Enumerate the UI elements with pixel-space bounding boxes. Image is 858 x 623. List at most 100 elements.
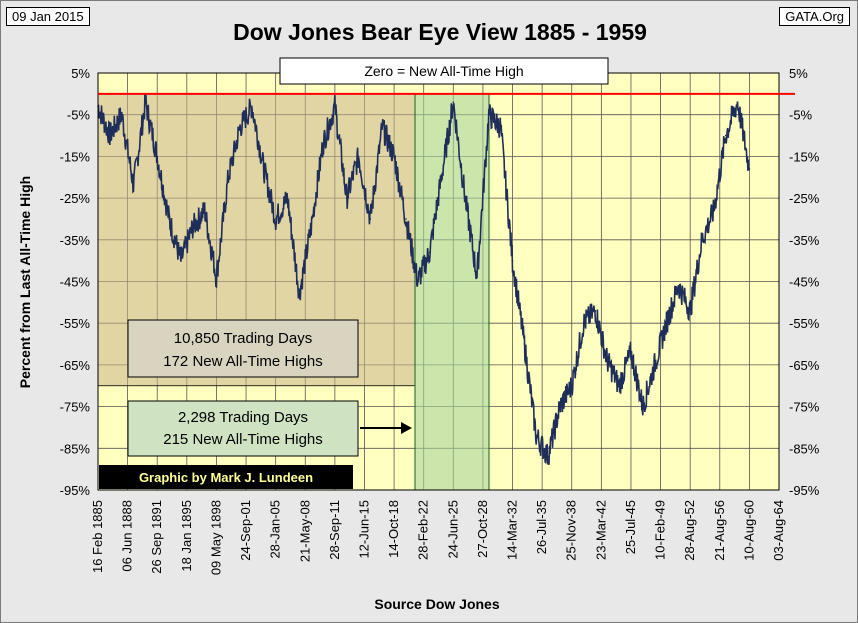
data-point (251, 105, 253, 108)
data-point (322, 143, 324, 145)
data-point (570, 384, 573, 387)
x-tick-label: 24-Sep-01 (238, 500, 253, 561)
data-point (144, 101, 147, 103)
data-point (476, 276, 478, 279)
data-point (203, 209, 206, 212)
y-tick-label-right: 5% (789, 66, 808, 81)
data-point (594, 309, 597, 312)
data-point (724, 134, 727, 137)
x-tick-label: 25-Jul-45 (623, 500, 638, 554)
data-point (677, 284, 680, 287)
series-line-dow (97, 93, 751, 465)
data-point (642, 405, 644, 408)
y-tick-label-left: -35% (60, 233, 91, 248)
y-tick-label-left: -5% (67, 108, 91, 123)
x-tick-label: 18 Jan 1895 (179, 500, 194, 572)
data-point (215, 276, 218, 279)
x-tick-label: 06 Jun 1888 (120, 500, 135, 572)
data-point (535, 434, 538, 437)
credit-label: Graphic by Mark J. Lundeen (139, 470, 313, 485)
data-point (393, 155, 395, 158)
y-tick-label-right: -45% (789, 275, 820, 290)
y-tick-label-right: -55% (789, 316, 820, 331)
data-point (630, 351, 632, 354)
x-tick-label: 21-Aug-56 (712, 500, 727, 561)
x-tick-label: 21-May-08 (297, 500, 312, 562)
y-tick-label-right: -75% (789, 400, 820, 415)
y-tick-label-left: 5% (71, 66, 90, 81)
data-point (559, 405, 561, 408)
data-point (109, 134, 111, 137)
region-2-label-line-1: 2,298 Trading Days (178, 409, 308, 426)
region-2-label-line-2: 215 New All-Time Highs (163, 431, 323, 448)
x-tick-label: 28-Feb-22 (416, 500, 431, 560)
x-tick-label: 16 Feb 1885 (90, 500, 105, 573)
x-tick-label: 25-Nov-38 (564, 500, 579, 561)
data-point (440, 176, 443, 179)
date-tag: 09 Jan 2015 (6, 7, 90, 26)
x-tick-label: 28-Jan-05 (268, 500, 283, 559)
data-point (263, 168, 265, 170)
data-point (381, 126, 384, 129)
data-point (736, 101, 739, 103)
source-tag: GATA.Org (779, 7, 850, 26)
data-point (499, 126, 502, 129)
region-2-label-box (127, 400, 359, 457)
data-point (748, 168, 751, 170)
data-point (156, 155, 159, 158)
region-1-label-line-1: 10,850 Trading Days (174, 330, 312, 347)
x-tick-label: 10-Aug-60 (741, 500, 756, 561)
data-point (298, 293, 301, 295)
y-tick-label-right: -65% (789, 358, 820, 373)
y-tick-label-right: -35% (789, 233, 820, 248)
data-point (227, 176, 230, 179)
y-tick-label-left: -75% (60, 400, 91, 415)
data-point (582, 322, 585, 325)
data-point (701, 239, 703, 241)
y-tick-label-right: -85% (789, 441, 820, 456)
chart-title: Dow Jones Bear Eye View 1885 - 1959 (233, 19, 647, 45)
data-point (357, 155, 360, 158)
data-point (180, 259, 182, 262)
y-tick-label-left: -25% (60, 191, 91, 206)
x-tick-label: 28-Sep-11 (327, 500, 342, 560)
data-point (713, 209, 715, 212)
x-tick-label: 09 May 1898 (208, 500, 223, 575)
data-point (511, 259, 514, 262)
y-tick-label-right: -5% (789, 108, 813, 123)
data-point (168, 218, 170, 220)
data-point (239, 126, 241, 129)
y-tick-label-left: -15% (60, 149, 91, 164)
y-tick-label-left: -95% (60, 483, 91, 498)
data-point (488, 113, 490, 116)
data-point (120, 113, 123, 116)
data-point (334, 105, 336, 108)
x-tick-label: 10-Feb-49 (653, 500, 668, 560)
data-point (689, 309, 691, 312)
y-tick-label-left: -55% (60, 316, 91, 331)
data-point (547, 455, 549, 458)
x-tick-label: 03-Aug-64 (771, 500, 786, 561)
data-point (523, 343, 526, 345)
data-point (405, 218, 407, 220)
x-tick-label: 23-Mar-42 (593, 500, 608, 560)
y-tick-label-right: -95% (789, 483, 820, 498)
data-point (191, 226, 194, 229)
y-tick-label-right: -15% (789, 149, 820, 164)
data-point (369, 218, 372, 220)
data-point (428, 251, 431, 254)
y-tick-label-left: -85% (60, 441, 91, 456)
data-point (345, 197, 348, 199)
data-point (286, 197, 289, 199)
region-1-label-box (127, 319, 359, 378)
x-tick-label: 27-Oct-28 (475, 500, 490, 558)
y-axis-label: Percent from Last All-Time High (17, 176, 33, 388)
data-point (665, 322, 668, 325)
data-point (606, 359, 609, 362)
y-tick-label-left: -45% (60, 275, 91, 290)
data-point (653, 364, 656, 366)
x-tick-label: 14-Mar-32 (505, 500, 520, 560)
x-tick-label: 14-Oct-18 (386, 500, 401, 558)
y-tick-label-left: -65% (60, 358, 91, 373)
